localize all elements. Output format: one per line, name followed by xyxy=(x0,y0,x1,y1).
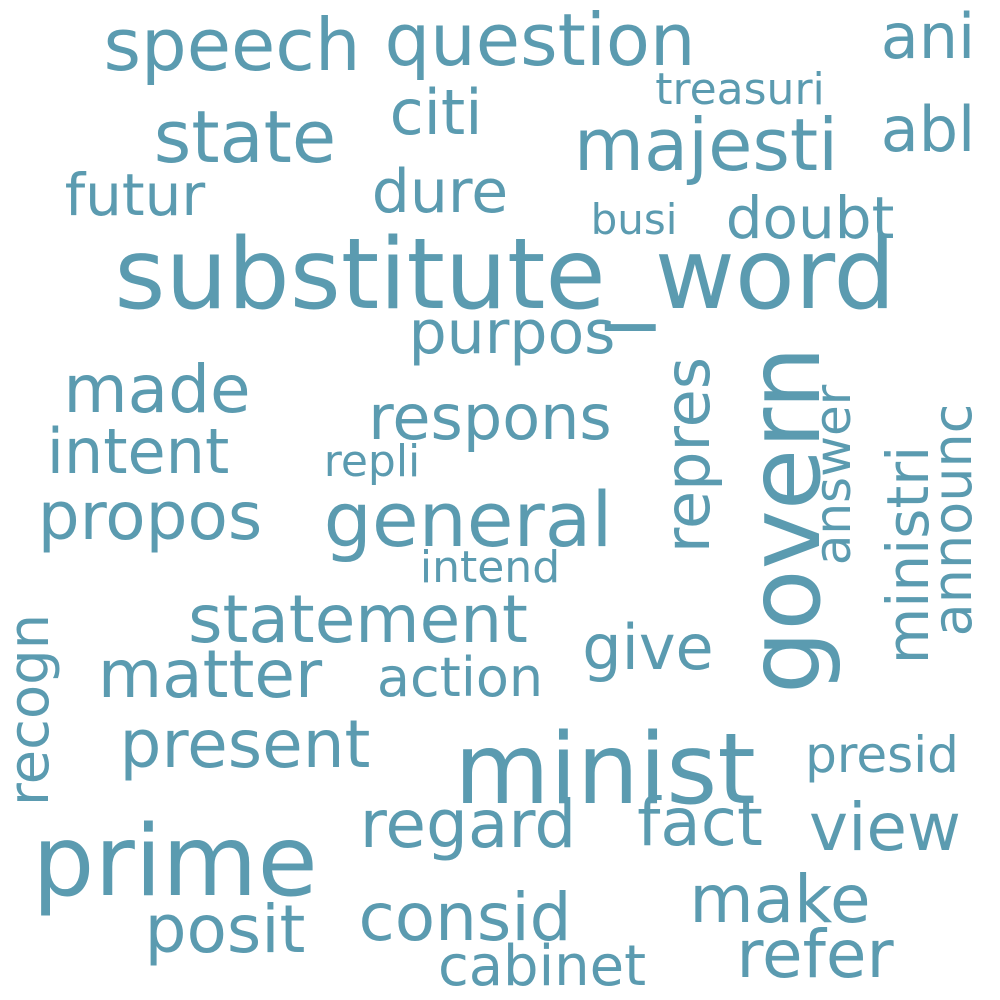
word-doubt: doubt xyxy=(725,184,895,252)
word-refer: refer xyxy=(736,916,894,993)
word-matter: matter xyxy=(97,636,323,713)
word-intent: intent xyxy=(46,415,230,488)
word-state: state xyxy=(153,95,337,179)
word-treasuri: treasuri xyxy=(655,64,825,115)
word-speech: speech xyxy=(103,3,361,87)
word-minist: minist xyxy=(454,713,756,827)
word-citi: citi xyxy=(389,76,483,149)
word-action: action xyxy=(376,646,544,709)
word-made: made xyxy=(63,351,251,428)
word-posit: posit xyxy=(144,891,306,968)
word-fact: fact xyxy=(637,784,763,861)
word-ani: ani xyxy=(880,0,976,73)
word-present: present xyxy=(119,706,371,783)
word-make: make xyxy=(689,861,871,938)
word-repres: repres xyxy=(651,356,724,554)
word-give: give xyxy=(582,611,714,684)
word-recogn: recogn xyxy=(0,613,62,807)
word-propos: propos xyxy=(37,478,263,555)
word-view: view xyxy=(809,789,961,866)
word-presid: presid xyxy=(805,726,959,784)
word-majesti: majesti xyxy=(573,103,839,187)
word-purpos: purpos xyxy=(408,298,616,368)
word-announc: announc xyxy=(921,403,984,637)
word-intend: intend xyxy=(419,542,561,593)
word-consid: consid xyxy=(358,879,572,956)
word-futur: futur xyxy=(64,161,206,229)
word-prime: prime xyxy=(32,805,318,919)
word-busi: busi xyxy=(590,195,678,244)
word-abl: abl xyxy=(880,93,976,166)
word-cabinet: cabinet xyxy=(437,934,647,999)
word-question: question xyxy=(384,0,696,82)
word-dure: dure xyxy=(371,157,509,227)
word-respons: respons xyxy=(368,381,612,454)
word-regard: regard xyxy=(359,786,577,863)
word-repli: repli xyxy=(323,436,421,487)
word-statement: statement xyxy=(188,581,528,658)
word-general: general xyxy=(323,475,613,564)
word-answer: answer xyxy=(804,384,862,566)
word-substitute-word: substitute_word xyxy=(114,218,896,332)
